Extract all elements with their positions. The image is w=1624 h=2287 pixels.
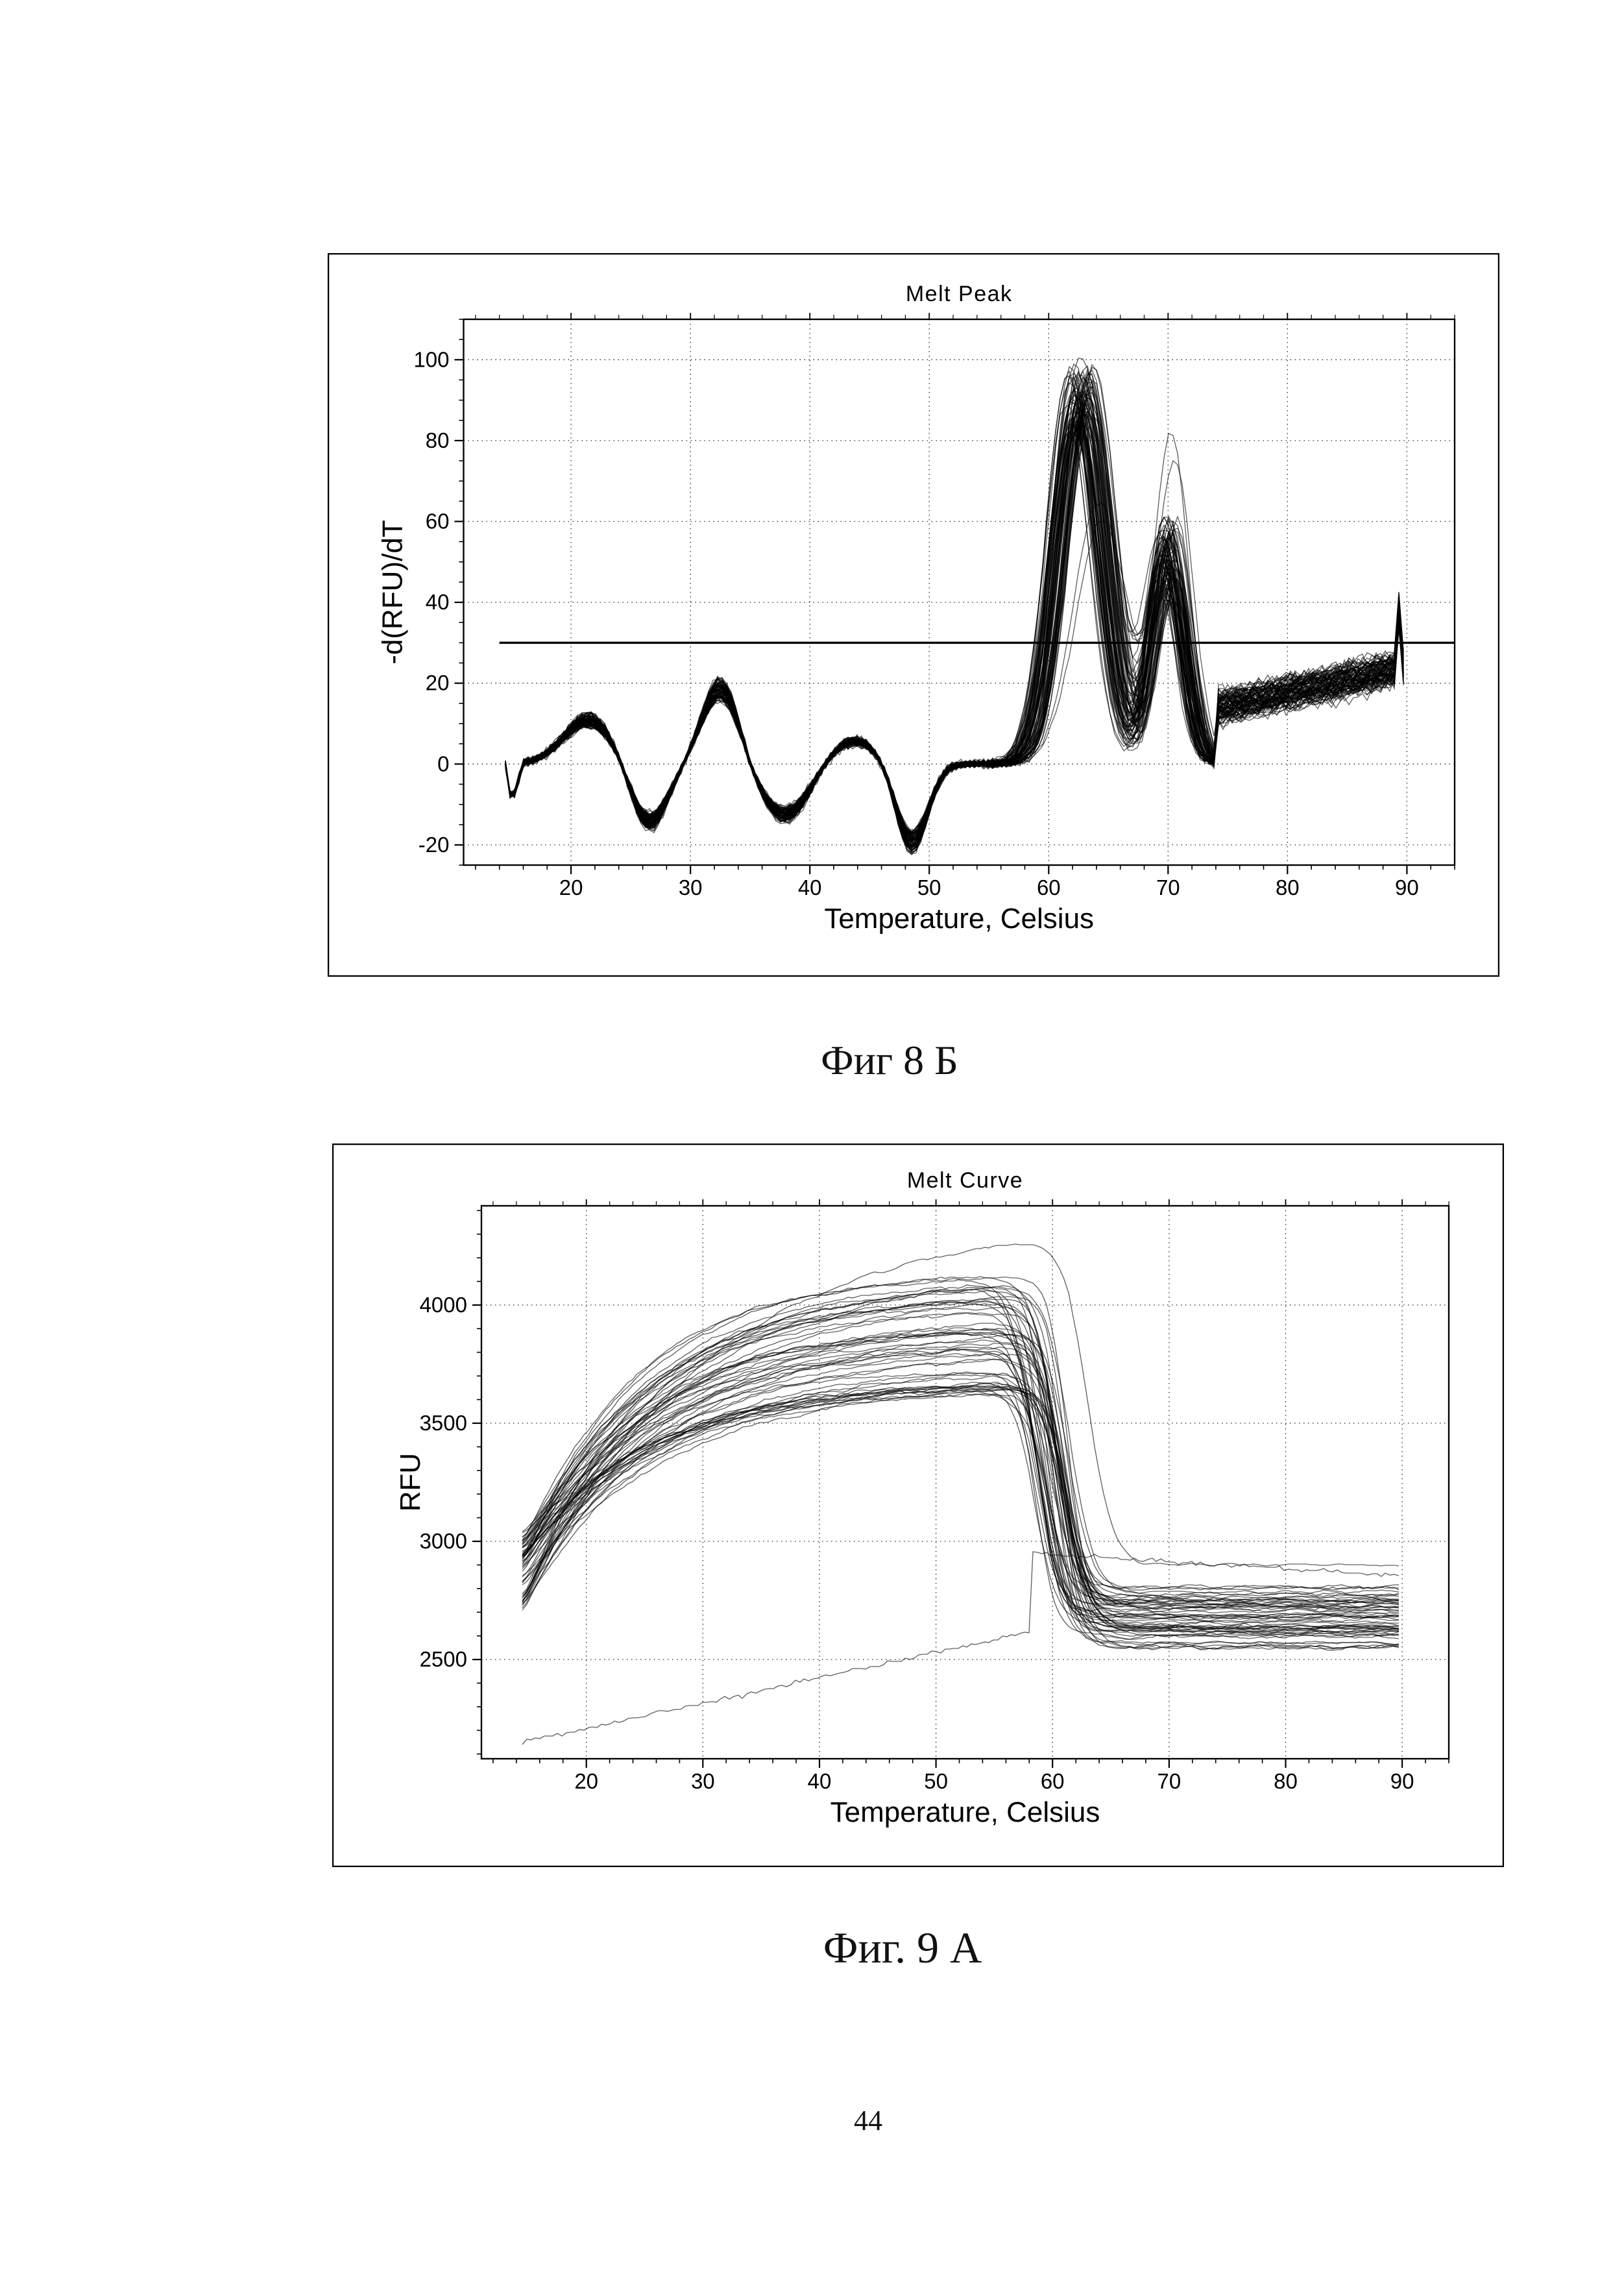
svg-text:40: 40 — [808, 1769, 832, 1793]
svg-text:2500: 2500 — [420, 1647, 467, 1671]
svg-text:Temperature, Celsius: Temperature, Celsius — [824, 903, 1094, 935]
svg-text:70: 70 — [1157, 1769, 1182, 1793]
svg-text:80: 80 — [1274, 1769, 1298, 1793]
svg-text:100: 100 — [413, 347, 449, 371]
svg-text:20: 20 — [574, 1769, 598, 1793]
svg-text:20: 20 — [426, 671, 450, 695]
svg-text:60: 60 — [1037, 875, 1061, 899]
svg-text:90: 90 — [1390, 1769, 1414, 1793]
svg-text:90: 90 — [1395, 875, 1419, 899]
svg-text:0: 0 — [437, 752, 449, 776]
svg-text:RFU: RFU — [394, 1453, 426, 1511]
svg-text:60: 60 — [426, 509, 450, 533]
svg-text:70: 70 — [1156, 875, 1180, 899]
svg-text:-20: -20 — [418, 833, 450, 857]
svg-text:30: 30 — [691, 1769, 715, 1793]
svg-text:80: 80 — [426, 428, 450, 452]
svg-text:3000: 3000 — [420, 1529, 467, 1553]
svg-text:-d(RFU)/dT: -d(RFU)/dT — [377, 520, 409, 664]
svg-text:60: 60 — [1041, 1769, 1065, 1793]
svg-text:50: 50 — [917, 875, 941, 899]
svg-text:Temperature, Celsius: Temperature, Celsius — [830, 1796, 1100, 1828]
svg-text:80: 80 — [1276, 875, 1300, 899]
svg-text:40: 40 — [426, 590, 450, 614]
svg-text:4000: 4000 — [420, 1293, 467, 1317]
svg-text:40: 40 — [798, 875, 822, 899]
svg-text:30: 30 — [679, 875, 703, 899]
svg-text:20: 20 — [559, 875, 583, 899]
svg-text:3500: 3500 — [420, 1411, 467, 1435]
svg-text:Melt Curve: Melt Curve — [907, 1168, 1023, 1193]
svg-text:Melt Peak: Melt Peak — [906, 282, 1013, 306]
svg-text:50: 50 — [924, 1769, 948, 1793]
